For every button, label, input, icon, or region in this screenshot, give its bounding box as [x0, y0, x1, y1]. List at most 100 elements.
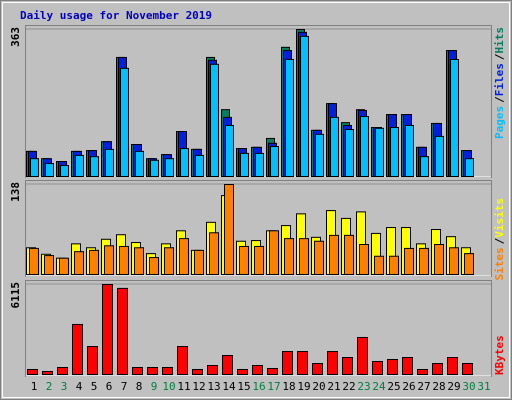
legend: KBytes — [493, 335, 506, 375]
bar — [87, 346, 98, 376]
bar — [147, 366, 158, 375]
bar — [60, 165, 69, 178]
bar — [222, 355, 233, 375]
legend-separator: / — [493, 237, 506, 244]
x-tick-label: 25 — [387, 380, 400, 393]
bar — [375, 127, 384, 178]
bar — [329, 234, 339, 276]
legend-label: Sites — [493, 247, 506, 280]
bar — [359, 244, 369, 275]
bar — [255, 152, 264, 178]
bar — [464, 253, 474, 275]
bar — [57, 366, 68, 375]
x-tick-label: 11 — [177, 380, 190, 393]
bar — [134, 247, 144, 275]
bar — [372, 360, 383, 376]
x-tick-label: 29 — [447, 380, 460, 393]
bar — [27, 368, 38, 375]
bar — [149, 257, 159, 276]
y-tick-label: 363 — [9, 27, 22, 47]
x-tick-label: 3 — [61, 380, 68, 393]
bar — [194, 249, 204, 276]
x-tick-label: 2 — [46, 380, 53, 393]
legend: Pages/Files/Hits — [493, 27, 506, 139]
bar — [132, 366, 143, 375]
x-tick-label: 17 — [267, 380, 280, 393]
legend-label: KBytes — [493, 335, 506, 375]
bar — [207, 364, 218, 376]
bar — [165, 158, 174, 178]
bar — [389, 255, 399, 276]
bar — [447, 357, 458, 376]
bar — [44, 255, 54, 276]
x-tick-label: 10 — [162, 380, 175, 393]
x-tick-label: 21 — [327, 380, 340, 393]
x-tick-label: 12 — [192, 380, 205, 393]
bar — [269, 230, 279, 276]
bar — [74, 251, 84, 276]
bar — [90, 156, 99, 178]
bar — [237, 368, 248, 375]
y-tick-label: 6115 — [9, 282, 22, 309]
bar — [42, 370, 53, 376]
bar — [75, 154, 84, 178]
bar — [135, 150, 144, 177]
bar — [120, 67, 129, 177]
bar — [342, 357, 353, 376]
bar — [45, 163, 54, 177]
x-tick-label: 8 — [136, 380, 143, 393]
bar — [119, 245, 129, 276]
x-tick-label: 28 — [432, 380, 445, 393]
bar — [105, 148, 114, 177]
bar — [344, 234, 354, 276]
bar — [192, 368, 203, 375]
legend-label: Files — [493, 63, 506, 96]
bar — [462, 362, 473, 375]
bar — [240, 152, 249, 178]
bar — [312, 362, 323, 375]
bar — [299, 238, 309, 275]
legend-separator: / — [493, 53, 506, 60]
bar — [345, 129, 354, 178]
bar — [449, 247, 459, 275]
bar — [315, 133, 324, 177]
bar — [330, 116, 339, 177]
x-tick-label: 5 — [91, 380, 98, 393]
bar — [72, 323, 83, 375]
bar — [357, 336, 368, 376]
x-tick-label: 6 — [106, 380, 113, 393]
bar — [252, 364, 263, 376]
bar — [465, 158, 474, 178]
x-tick-label: 14 — [222, 380, 236, 393]
bar — [180, 148, 189, 177]
legend-label: Visits — [493, 198, 506, 238]
bar — [210, 63, 219, 177]
bar — [420, 156, 429, 178]
bar — [239, 245, 249, 276]
x-tick-label: 18 — [282, 380, 295, 393]
bar — [102, 284, 113, 375]
bar — [300, 35, 309, 178]
bar — [419, 247, 429, 275]
bar — [284, 238, 294, 275]
x-tick-label: 20 — [312, 380, 325, 393]
bar — [404, 247, 414, 275]
x-tick-label: 24 — [372, 380, 386, 393]
x-tick-label: 1 — [31, 380, 38, 393]
x-tick-label: 30 — [462, 380, 475, 393]
bar — [432, 362, 443, 375]
bar — [434, 244, 444, 275]
bar — [417, 368, 428, 375]
bar — [117, 287, 128, 375]
x-tick-label: 7 — [121, 380, 128, 393]
x-tick-label: 22 — [342, 380, 355, 393]
bar — [387, 358, 398, 375]
bar — [224, 184, 234, 275]
bar — [405, 124, 414, 177]
bar — [150, 159, 159, 177]
bar — [270, 146, 279, 177]
bar — [314, 240, 324, 276]
legend-label: Hits — [493, 27, 506, 54]
bar — [209, 232, 219, 275]
bar — [327, 351, 338, 376]
